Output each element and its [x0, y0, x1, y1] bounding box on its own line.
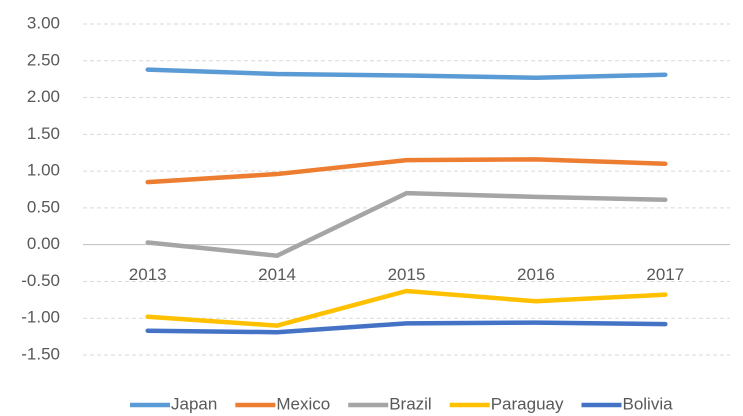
y-tick-label: 1.50	[27, 124, 60, 143]
x-tick-label: 2015	[388, 265, 426, 284]
y-tick-label: 2.50	[27, 50, 60, 69]
x-tick-label: 2013	[129, 265, 167, 284]
legend-label: Bolivia	[622, 394, 673, 413]
series-line	[145, 67, 668, 80]
y-tick-label: 2.00	[27, 87, 60, 106]
x-tick-label: 2017	[646, 265, 684, 284]
legend-label: Paraguay	[491, 394, 564, 413]
series-line	[145, 190, 668, 259]
y-tick-label: 3.00	[27, 13, 60, 32]
y-tick-label: 0.00	[27, 234, 60, 253]
legend-label: Brazil	[389, 394, 432, 413]
x-tick-label: 2016	[517, 265, 555, 284]
series-line	[145, 320, 668, 335]
y-tick-label: 0.50	[27, 197, 60, 216]
y-tick-label: -0.50	[21, 271, 60, 290]
legend-label: Japan	[171, 394, 217, 413]
y-tick-label: -1.50	[21, 344, 60, 363]
x-tick-label: 2014	[258, 265, 296, 284]
legend-label: Mexico	[276, 394, 330, 413]
series-line	[145, 157, 668, 185]
y-tick-label: -1.00	[21, 308, 60, 327]
series-line	[145, 288, 668, 328]
y-tick-label: 1.00	[27, 161, 60, 180]
